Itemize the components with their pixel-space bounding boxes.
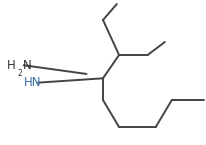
Text: 2: 2 bbox=[18, 69, 23, 78]
Text: H: H bbox=[7, 59, 16, 72]
Text: N: N bbox=[23, 59, 32, 72]
Text: HN: HN bbox=[24, 76, 41, 89]
